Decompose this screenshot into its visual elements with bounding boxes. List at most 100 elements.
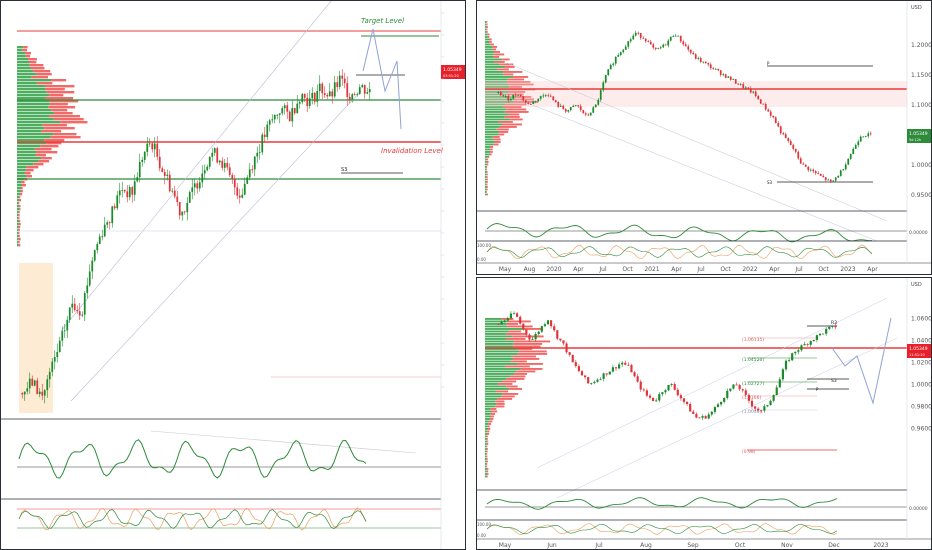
profile-bar-red: [19, 208, 21, 211]
profile-bar-red: [513, 345, 541, 348]
candle-body: [133, 181, 136, 195]
profile-bar-red: [19, 220, 21, 223]
profile-bar-red: [45, 88, 65, 91]
candle-body: [614, 367, 618, 369]
candle-body: [106, 222, 109, 225]
profile-bar-green: [485, 166, 487, 168]
profile-bar-red: [499, 63, 514, 66]
candle-body: [261, 134, 264, 153]
profile-bar-green: [485, 141, 495, 143]
s3-label: S3: [767, 180, 773, 185]
profile-bar-green: [485, 173, 487, 176]
candle-body: [336, 82, 339, 87]
profile-bar-green: [17, 136, 51, 139]
profile-bar-red: [31, 76, 49, 79]
candle-body: [66, 319, 69, 331]
profile-bar-green: [17, 112, 55, 115]
candle-body: [78, 311, 81, 316]
candle-body: [822, 175, 825, 178]
s3-label: S3: [831, 378, 837, 384]
candle-body: [537, 98, 540, 102]
candle-body: [286, 105, 289, 112]
candle-body: [303, 94, 306, 98]
candle-body: [313, 92, 316, 102]
candle-body: [158, 156, 161, 169]
fib-label-5: (1.0046): [742, 409, 762, 415]
price-tick-label: 1.20000: [911, 42, 932, 49]
profile-bar-green: [485, 355, 512, 358]
profile-bar-red: [486, 183, 488, 186]
profile-bar-red: [520, 368, 543, 370]
candle-body: [108, 222, 111, 224]
candle-body: [772, 395, 775, 401]
profile-bar-red: [486, 26, 488, 28]
candle-body: [637, 32, 640, 34]
candle-body: [499, 91, 502, 96]
profile-bar-green: [485, 415, 491, 418]
candle-body: [754, 406, 757, 409]
profile-bar-red: [486, 465, 488, 468]
candle-body: [701, 416, 704, 418]
candle-body: [276, 114, 279, 116]
candle-body: [814, 171, 817, 174]
candle-body: [531, 339, 534, 341]
candle-body: [503, 320, 506, 322]
profile-bar-red: [487, 430, 490, 433]
time-tick-label: Jul: [598, 266, 607, 273]
profile-bar-red: [19, 199, 21, 202]
profile-bar-red: [517, 353, 548, 355]
candle-body: [278, 113, 281, 115]
profile-bar-green: [485, 163, 487, 166]
candle-body: [832, 180, 835, 182]
candle-body: [630, 364, 633, 373]
candle-body: [528, 334, 531, 340]
candle-body: [609, 64, 612, 70]
candle-body: [559, 105, 562, 107]
candle-body: [686, 401, 689, 404]
profile-bar-red: [19, 205, 21, 208]
profile-bar-green: [485, 188, 487, 191]
candle-body: [774, 117, 777, 124]
top-right-chart-panel[interactable]: P S3 USD 1.200001.150001.100001.050001.0…: [476, 0, 932, 275]
profile-bar-red: [486, 470, 489, 473]
profile-bar-red: [25, 169, 34, 172]
candle-body: [228, 167, 231, 175]
candle-body: [577, 366, 580, 372]
bottom-right-chart-panel[interactable]: (1.06135) (1.04520) (1.02727) (1.0166) (…: [476, 277, 932, 550]
profile-bar-red: [18, 226, 21, 229]
stoch-tick-0: 0.00: [477, 533, 486, 538]
volume-profile-bottom-right: [485, 318, 551, 478]
candle-body: [655, 400, 658, 402]
candle-body: [176, 196, 179, 202]
profile-bar-green: [485, 340, 515, 343]
time-tick-label: May: [499, 542, 512, 549]
candle-body: [293, 108, 296, 114]
profile-bar-red: [486, 448, 488, 450]
profile-bar-green: [17, 52, 26, 55]
candle-body: [712, 68, 715, 69]
candle-body: [682, 41, 685, 45]
candle-body: [173, 190, 176, 197]
candle-body: [91, 260, 94, 272]
candle-body: [734, 79, 737, 84]
profile-bar-green: [17, 169, 26, 172]
candle-body: [804, 164, 807, 167]
left-chart-panel[interactable]: Target Level Invalidation Level S3 1.053…: [0, 0, 466, 550]
candle-body: [571, 354, 574, 363]
profile-bar-green: [17, 124, 43, 127]
profile-bar-green: [17, 103, 50, 106]
profile-bar-green: [485, 328, 523, 330]
profile-bar-red: [487, 425, 490, 428]
profile-bar-green: [485, 320, 508, 323]
candle-body: [519, 94, 522, 97]
candle-body: [519, 316, 522, 324]
price-tag-sub: 03:51:20: [443, 74, 459, 78]
profile-bar-red: [28, 58, 37, 61]
profile-bar-red: [20, 187, 23, 190]
candle-body: [358, 87, 361, 94]
profile-bar-red: [490, 146, 494, 148]
profile-bar-red: [26, 166, 39, 169]
candles-top-right: [497, 30, 872, 183]
candle-body: [201, 173, 204, 183]
profile-bar-green: [485, 128, 497, 131]
